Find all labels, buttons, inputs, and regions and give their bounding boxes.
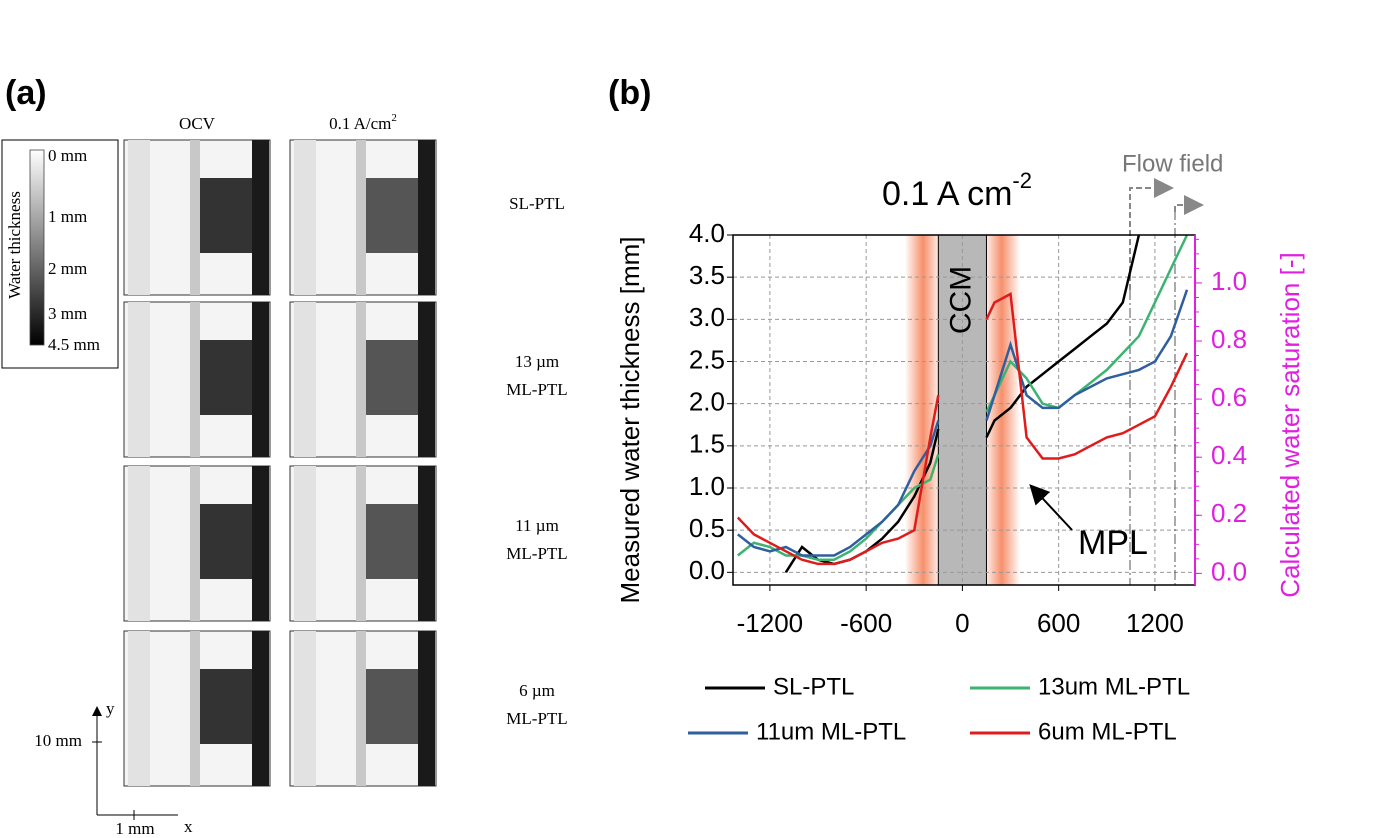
water-block [200,340,252,415]
water-block [366,178,418,253]
chart-title: 0.1 A cm-2 [882,168,1032,213]
image-band [418,466,435,621]
image-stripe [190,302,200,457]
water-block [200,669,252,744]
mpl-arrow [1029,484,1073,531]
image-band [252,302,269,457]
y-tick-label: 0.5 [689,513,725,543]
y2-tick-label: 1.0 [1211,266,1247,296]
image-stripe [190,631,200,786]
y-tick-label: 1.5 [689,429,725,459]
image-stripe [356,631,366,786]
y-tick-label: 1.0 [689,471,725,501]
image-stripe [294,631,316,786]
panel-b: (b) 0.0 0.5 1.0 1.5 2.0 2.5 3.0 3.5 4.0 0.0 0.2 0.4… [608,74,1305,745]
image-band [252,631,269,786]
image-stripe [128,302,150,457]
column-header: 0.1 A/cm2 [329,112,397,133]
row-label: ML-PTL [506,709,567,728]
image-stripe [294,302,316,457]
y-tick-label: 2.5 [689,344,725,374]
y-axis-label: Measured water thickness [mm] [615,236,645,603]
y2-tick-label: 0.0 [1211,556,1247,586]
colorbar-label: 1 mm [48,207,87,226]
x-tick-label: 1200 [1126,608,1184,638]
water-block [366,504,418,579]
image-stripe [356,302,366,457]
y2-axis-label: Calculated water saturation [-] [1275,252,1305,597]
y-tick-label: 3.0 [689,302,725,332]
water-block [366,669,418,744]
y-tick-label: 0.0 [689,555,725,585]
image-band [418,140,435,295]
scale-y: 10 mm [34,731,82,750]
image-stripe [128,140,150,295]
scale-x: 1 mm [115,819,154,838]
flow-field-label: Flow field [1122,150,1223,177]
title-text: 0.1 A cm [882,175,1012,213]
header-text: 0.1 A/cm [329,114,391,133]
image-stripe [190,140,200,295]
y2-tick-label: 0.8 [1211,324,1247,354]
water-block [200,178,252,253]
y-tick-label: 4.0 [689,218,725,248]
flow-arrow [1174,195,1204,215]
legend-label: 13um ML-PTL [1038,673,1190,700]
x-tick-label: 0 [955,608,969,638]
column-header: OCV [179,114,216,133]
y2-tick-label: 0.4 [1211,440,1247,470]
water-block [366,340,418,415]
series-line [737,289,1189,557]
row-label: ML-PTL [506,544,567,563]
ccm-label: CCM [944,266,977,334]
panel-label: (a) [5,74,47,112]
colorbar-label: 0 mm [48,146,87,165]
image-band [252,466,269,621]
colorbar-label: 3 mm [48,304,87,323]
row-label: SL-PTL [509,194,565,213]
image-stripe [190,466,200,621]
header-sup: 2 [391,112,397,124]
series-line [736,292,1189,566]
colorbar-label: 4.5 mm [48,335,100,354]
image-stripe [356,140,366,295]
image-stripe [294,466,316,621]
series-line [737,234,1189,561]
image-band [252,140,269,295]
row-label: 13 µm [515,352,559,371]
image-band [418,302,435,457]
legend-label: 11um ML-PTL [756,718,906,745]
axis-y-label: y [106,699,115,718]
y2-tick-label: 0.6 [1211,382,1247,412]
colorbar-box [1,139,119,369]
image-band [418,631,435,786]
axis-x-label: x [184,817,193,836]
y2-tick-label: 0.2 [1211,498,1247,528]
legend-label: 6um ML-PTL [1038,718,1177,745]
panel-a: (a) Water thickness y x 10 mm 1 mm [1,74,193,838]
water-block [200,504,252,579]
colorbar [29,149,45,346]
flow-arrow [1129,178,1174,290]
y-tick-label: 2.0 [689,387,725,417]
header-text: OCV [179,114,216,133]
image-stripe [294,140,316,295]
row-label: 11 µm [515,516,559,535]
panel-label: (b) [608,74,651,112]
colorbar-title: Water thickness [5,191,24,299]
legend-label: SL-PTL [773,673,854,700]
x-tick-label: -1200 [737,608,804,638]
image-stripe [128,466,150,621]
image-stripe [356,466,366,621]
y-tick-label: 3.5 [689,260,725,290]
x-tick-label: -600 [840,608,892,638]
row-label: ML-PTL [506,380,567,399]
image-stripe [128,631,150,786]
mpl-label: MPL [1078,524,1148,562]
colorbar-label: 2 mm [48,259,87,278]
title-sup: -2 [1012,168,1032,193]
row-label: 6 µm [519,681,555,700]
x-tick-label: 600 [1037,608,1080,638]
